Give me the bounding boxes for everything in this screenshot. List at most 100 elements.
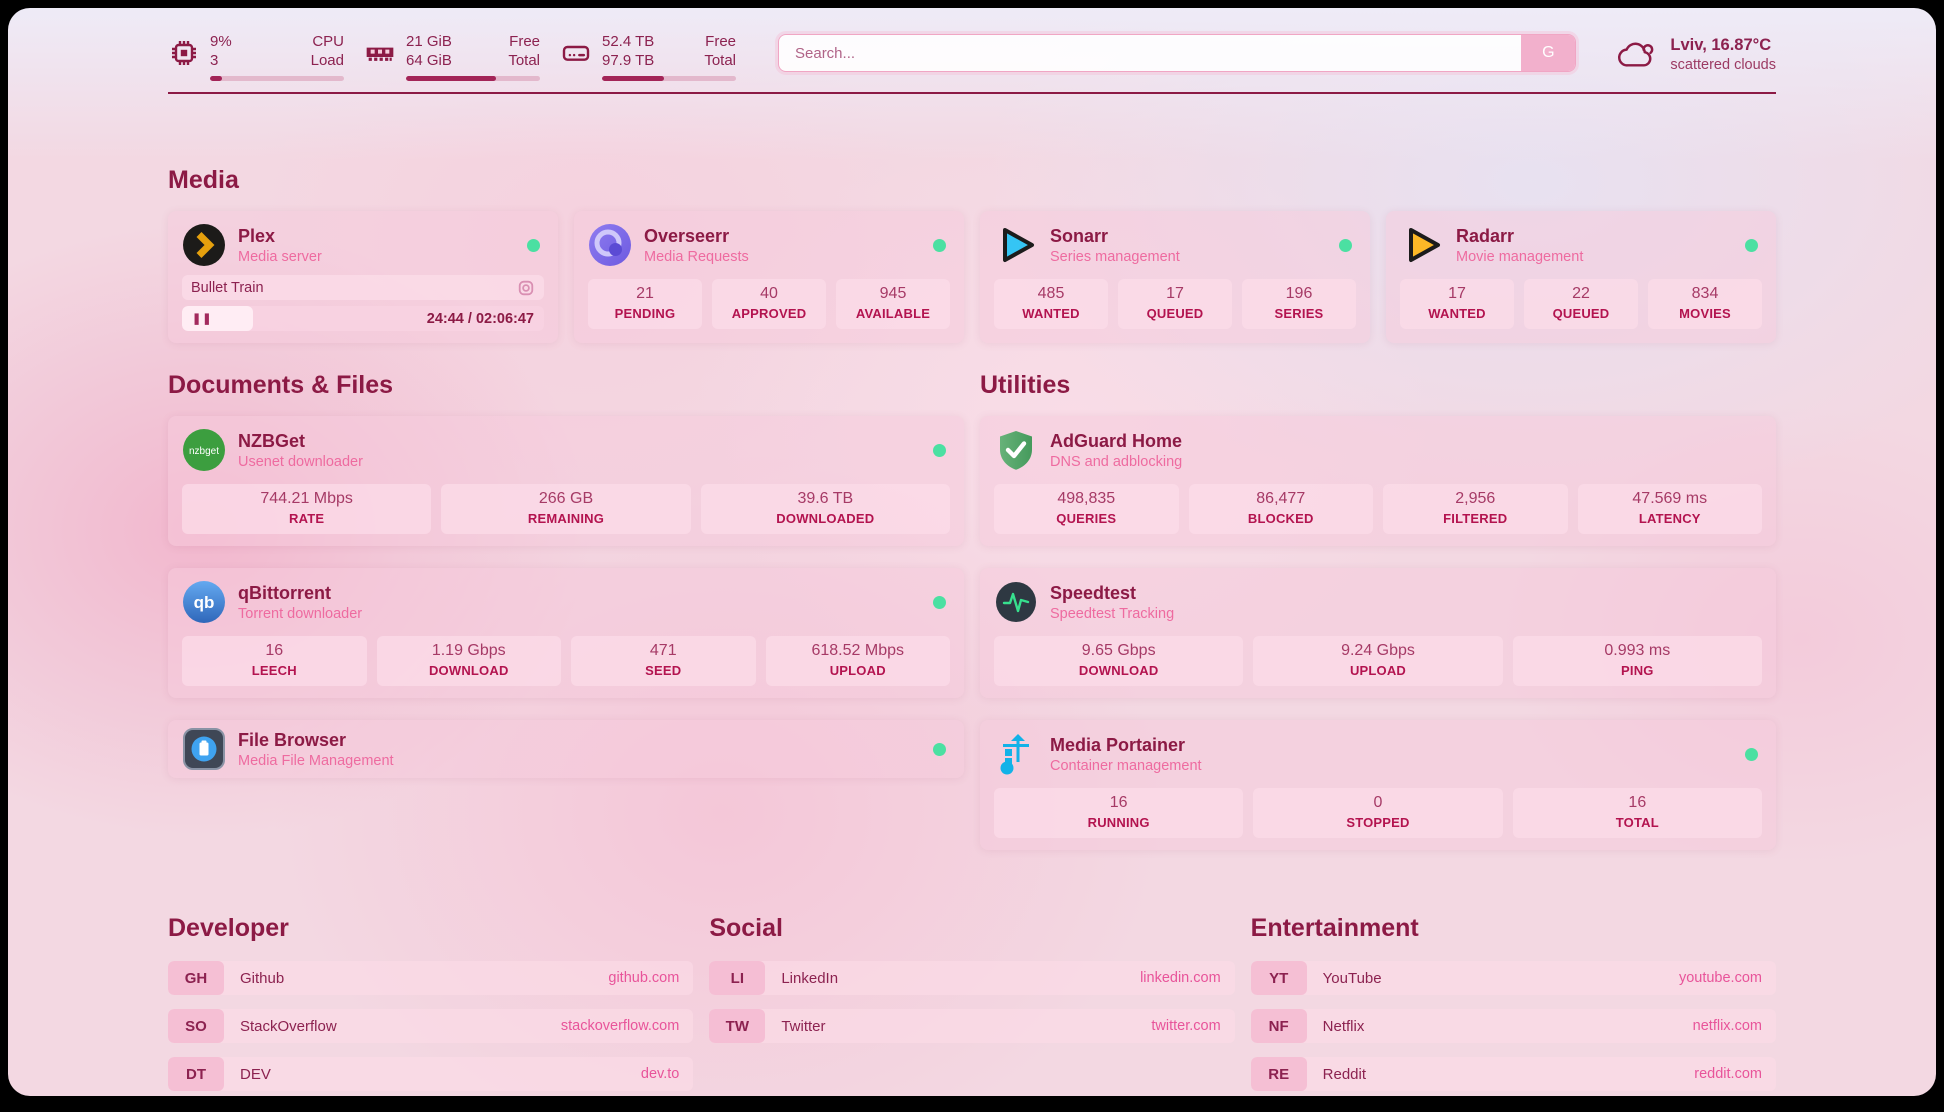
memory-values: 21 GiB 64 GiB	[406, 32, 452, 71]
service-card-portainer[interactable]: Media Portainer Container management 16 …	[980, 720, 1776, 850]
section-title-documents: Documents & Files	[168, 371, 394, 399]
qbittorrent-icon: qb	[182, 580, 226, 624]
service-name: NZBGet	[238, 430, 305, 451]
bookmark-reddit[interactable]: RE Reddit reddit.com	[1250, 1057, 1776, 1091]
bookmark-abbr: RE	[1250, 1057, 1307, 1091]
bookmark-abbr: TW	[709, 1009, 766, 1043]
bookmark-url: netflix.com	[1692, 1018, 1762, 1034]
disk-labels: Free Total	[704, 32, 736, 70]
stat-approved: 40 APPROVED	[712, 279, 826, 329]
service-card-overseerr[interactable]: Overseerr Media Requests 21 PENDING 40 A…	[574, 211, 964, 343]
bookmarks-developer: Developer GH Github github.com SO StackO…	[168, 914, 694, 1091]
service-card-adguard[interactable]: AdGuard Home DNS and adblocking 498,835 …	[980, 416, 1776, 546]
bookmark-url: youtube.com	[1678, 970, 1762, 986]
service-card-nzbget[interactable]: nzbget NZBGet Usenet downloader 74	[168, 416, 964, 546]
top-bar: 9% 3 CPU Load	[168, 8, 1776, 81]
stat-running: 16 RUNNING	[994, 788, 1244, 838]
cpu-widget: 9% 3 CPU Load	[168, 32, 344, 81]
stat-upload: 618.52 Mbps UPLOAD	[765, 636, 950, 686]
service-card-filebrowser[interactable]: File Browser Media File Management	[168, 720, 964, 778]
bookmark-name: StackOverflow	[240, 1017, 337, 1035]
service-card-qbittorrent[interactable]: qb qBittorrent Torrent downloader	[168, 568, 964, 698]
service-subtitle: Speedtest Tracking	[1050, 605, 1175, 622]
stat-queued: 22 QUEUED	[1524, 279, 1638, 329]
sonarr-icon	[994, 223, 1038, 267]
playback-progress: ❚❚ 24:44 / 02:06:47	[182, 306, 544, 331]
stat-leech: 16 LEECH	[182, 636, 367, 686]
memory-progress-bar	[406, 75, 540, 81]
disk-icon	[560, 37, 592, 69]
search-input[interactable]	[779, 35, 1522, 71]
cpu-values: 9% 3	[210, 32, 232, 71]
bookmark-abbr: NF	[1250, 1009, 1307, 1043]
bookmark-url: reddit.com	[1694, 1066, 1762, 1082]
memory-free: 21 GiB	[406, 32, 452, 50]
bookmarks-social: Social LI LinkedIn linkedin.com TW Twitt…	[709, 914, 1235, 1091]
search-bar: G	[778, 34, 1577, 72]
weather-location-temp: Lviv, 16.87°C	[1670, 35, 1772, 54]
weather-widget: Lviv, 16.87°C scattered clouds	[1616, 36, 1776, 73]
service-subtitle: Movie management	[1456, 248, 1584, 265]
status-dot	[527, 238, 540, 252]
bookmark-abbr: LI	[709, 961, 766, 995]
service-subtitle: Media server	[238, 248, 322, 265]
bookmark-netflix[interactable]: NF Netflix netflix.com	[1250, 1009, 1776, 1043]
bookmark-dev[interactable]: DT DEV dev.to	[168, 1057, 694, 1091]
status-dot	[933, 742, 946, 756]
stat-wanted: 17 WANTED	[1400, 279, 1514, 329]
bookmark-url: stackoverflow.com	[560, 1018, 680, 1034]
service-name: Radarr	[1456, 225, 1515, 246]
stat-available: 945 AVAILABLE	[836, 279, 950, 329]
service-name: Speedtest	[1050, 582, 1137, 603]
service-subtitle: DNS and adblocking	[1050, 453, 1183, 470]
disk-total: 97.9 TB	[602, 52, 655, 69]
session-view-icon	[517, 279, 535, 297]
stat-total: 16 TOTAL	[1512, 788, 1762, 838]
section-title-utilities: Utilities	[980, 371, 1071, 399]
bookmark-name: Twitter	[781, 1017, 826, 1035]
stat-pending: 21 PENDING	[588, 279, 702, 329]
memory-total: 64 GiB	[406, 52, 452, 69]
memory-widget: 21 GiB 64 GiB Free Total	[364, 32, 540, 81]
filebrowser-icon	[182, 727, 226, 771]
search-provider-button[interactable]: G	[1521, 35, 1576, 71]
stat-filtered: 2,956 FILTERED	[1383, 484, 1568, 534]
status-dot	[933, 443, 946, 457]
status-dot	[1745, 747, 1758, 761]
bookmark-github[interactable]: GH Github github.com	[168, 961, 694, 995]
bookmark-youtube[interactable]: YT YouTube youtube.com	[1250, 961, 1776, 995]
bookmark-name: LinkedIn	[781, 969, 839, 987]
bookmark-name: Github	[240, 969, 285, 987]
stat-series: 196 SERIES	[1242, 279, 1356, 329]
radarr-icon	[1400, 223, 1444, 267]
cpu-percent: 9%	[210, 32, 232, 50]
bookmark-twitter[interactable]: TW Twitter twitter.com	[709, 1009, 1235, 1043]
stat-ping: 0.993 ms PING	[1512, 636, 1762, 686]
cloud-icon	[1616, 37, 1658, 71]
service-card-plex[interactable]: Plex Media server Bullet Train	[168, 211, 558, 343]
svg-text:qb: qb	[194, 593, 215, 612]
bookmark-stackoverflow[interactable]: SO StackOverflow stackoverflow.com	[168, 1009, 694, 1043]
stat-rate: 744.21 Mbps RATE	[182, 484, 432, 534]
service-card-sonarr[interactable]: Sonarr Series management 485 WANTED 17 Q…	[980, 211, 1370, 343]
bookmark-abbr: GH	[168, 961, 224, 995]
service-card-radarr[interactable]: Radarr Movie management 17 WANTED 22 QUE…	[1386, 211, 1776, 343]
disk-values: 52.4 TB 97.9 TB	[602, 32, 654, 71]
service-card-speedtest[interactable]: Speedtest Speedtest Tracking 9.65 Gbps D…	[980, 568, 1776, 698]
service-name: Media Portainer	[1050, 734, 1186, 755]
section-title-entertainment: Entertainment	[1250, 914, 1419, 942]
bookmark-url: dev.to	[640, 1066, 680, 1082]
stat-remaining: 266 GB REMAINING	[441, 484, 691, 534]
bookmark-name: Reddit	[1322, 1065, 1367, 1083]
bookmark-name: DEV	[240, 1065, 271, 1083]
stat-latency: 47.569 ms LATENCY	[1577, 484, 1762, 534]
memory-labels: Free Total	[508, 32, 540, 70]
cpu-labels: CPU Load	[310, 32, 344, 70]
cpu-icon	[168, 37, 200, 69]
bookmark-linkedin[interactable]: LI LinkedIn linkedin.com	[709, 961, 1235, 995]
status-dot	[1339, 238, 1352, 252]
cpu-load-value: 3	[210, 52, 219, 69]
bookmark-url: twitter.com	[1151, 1018, 1221, 1034]
stat-download: 1.19 Gbps DOWNLOAD	[376, 636, 561, 686]
stat-download: 9.65 Gbps DOWNLOAD	[994, 636, 1244, 686]
